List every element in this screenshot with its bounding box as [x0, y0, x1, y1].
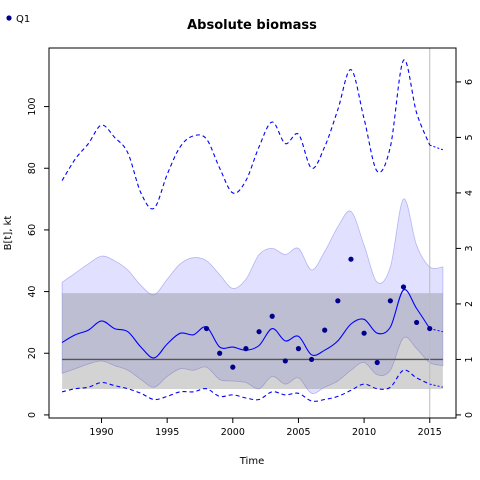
data-point-2011	[374, 359, 380, 366]
x-axis-label: Time	[239, 456, 264, 467]
y2-tick-label-1: 1	[464, 356, 475, 362]
y-tick-label-60: 60	[27, 224, 38, 236]
y-tick-label-0: 0	[27, 412, 38, 418]
ci-bands	[61, 198, 444, 394]
y2-tick-label-4: 4	[464, 190, 475, 196]
axes: 1990 1995 2000 2005 2010 2015 0 20 40 60 80 100 0 1 2 3…	[27, 47, 475, 438]
data-point-1998	[203, 325, 210, 332]
data-point-2007	[322, 327, 328, 333]
data-point-2001	[243, 346, 249, 352]
y-axis-label: B[t], kt	[3, 216, 14, 251]
data-point-2014	[414, 319, 420, 326]
ci-band-area	[61, 198, 444, 394]
legend-marker-q1	[6, 15, 12, 21]
y-tick-label-100: 100	[27, 98, 38, 116]
series-line-upper_ci	[61, 59, 431, 210]
data-point-2003	[269, 313, 275, 319]
y-tick-label-20: 20	[27, 347, 38, 359]
data-point-2004	[282, 358, 288, 364]
y2-tick-label-2: 2	[464, 301, 475, 307]
forecast-line-upper_ci	[429, 144, 444, 151]
x-tick-label-2015: 2015	[418, 427, 442, 438]
x-tick-label-2000: 2000	[221, 427, 245, 438]
plot-frame	[48, 47, 457, 419]
y-tick-label-80: 80	[27, 162, 38, 174]
data-point-2005	[295, 346, 302, 352]
data-point-1999	[217, 350, 223, 356]
data-point-2015	[427, 325, 433, 332]
data-point-2008	[335, 298, 341, 304]
series-line-lower_ci	[61, 369, 430, 402]
y2-tick-label-0: 0	[464, 412, 475, 418]
chart-title: Absolute biomass	[187, 18, 317, 33]
y2-tick-label-3: 3	[464, 245, 475, 251]
y2-tick-label-5: 5	[464, 134, 475, 140]
legend: Q1	[6, 14, 30, 25]
y2-tick-label-6: 6	[464, 79, 475, 85]
bmsy-band	[62, 293, 443, 390]
legend-label-q1: Q1	[16, 14, 30, 25]
data-point-2009	[348, 256, 354, 262]
data-point-2002	[256, 329, 262, 335]
reference-band	[62, 48, 443, 418]
x-tick-label-2005: 2005	[286, 427, 310, 438]
x-tick-label-2010: 2010	[352, 427, 376, 438]
data-point-2012	[387, 298, 393, 304]
data-point-2013	[400, 284, 407, 290]
x-tick-label-1990: 1990	[89, 427, 113, 438]
data-point-2006	[308, 356, 315, 363]
observation-points	[203, 256, 433, 370]
data-point-2000	[230, 364, 236, 370]
forecast-line-lower_ci	[429, 383, 444, 388]
x-tick-label-1995: 1995	[155, 427, 179, 438]
y-tick-label-40: 40	[27, 286, 38, 298]
data-point-2010	[361, 330, 367, 336]
